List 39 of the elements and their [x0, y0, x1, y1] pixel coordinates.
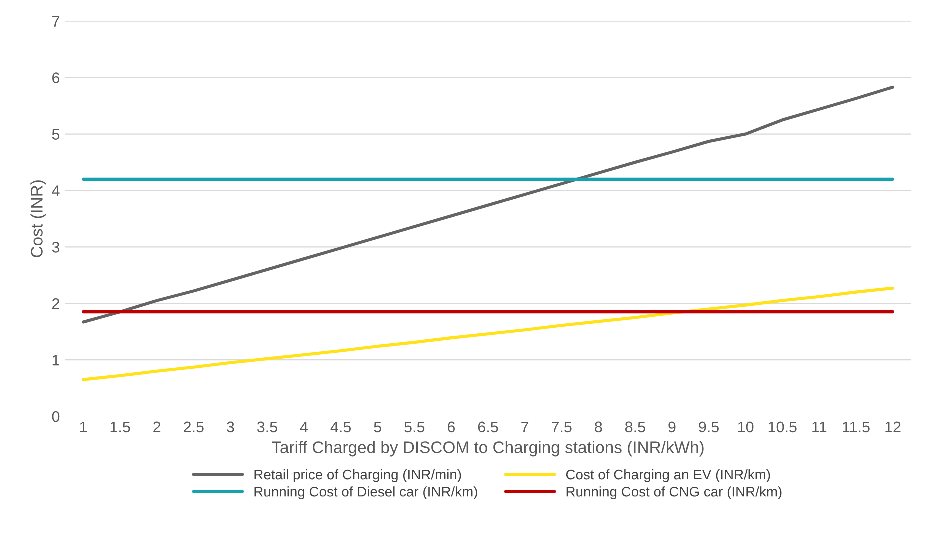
line-series [82, 86, 895, 324]
y-tick-label: 7 [52, 16, 60, 27]
legend-label: Cost of Charging an EV (INR/km) [566, 469, 770, 482]
x-tick-label: 12 [886, 422, 901, 432]
x-tick-label: 6 [448, 422, 456, 433]
legend-label: Running Cost of CNG car (INR/km) [566, 486, 782, 500]
x-tick-label: 4 [300, 422, 308, 432]
x-tick-label: 3.5 [257, 422, 278, 433]
x-tick-label: 11.5 [843, 422, 870, 433]
legend-label: Retail price of Charging (INR/min) [254, 469, 462, 482]
x-tick-label: 11 [812, 422, 827, 432]
x-tick-label: 10 [738, 422, 754, 433]
x-tick-label: 4.5 [330, 422, 352, 433]
x-tick-label: 3 [227, 422, 234, 433]
y-tick-label: 4 [52, 186, 60, 196]
x-tick-label: 6.5 [478, 422, 498, 433]
x-tick-label: 9 [668, 422, 676, 433]
x-tick-label: 2.5 [184, 422, 204, 433]
x-tick-label: 2 [154, 422, 161, 432]
y-tick-label: 1 [52, 355, 60, 366]
x-tick-label: 1 [80, 422, 87, 432]
y-axis-title: Cost (INR) [30, 180, 46, 258]
x-tick-label: 5 [374, 422, 382, 433]
x-tick-label: 1.5 [110, 422, 130, 433]
x-tick-label: 5.5 [404, 422, 425, 433]
y-tick-label: 3 [52, 242, 60, 253]
x-tick-label: 10.5 [768, 422, 797, 433]
legend-label: Running Cost of Diesel car (INR/km) [254, 486, 478, 500]
x-tick-label: 8.5 [625, 422, 646, 433]
x-tick-label: 7.5 [552, 422, 572, 433]
line-series [82, 286, 895, 382]
x-tick-label: 8 [595, 422, 602, 433]
y-tick-label: 0 [52, 411, 60, 422]
y-tick-label: 6 [52, 72, 60, 84]
x-axis-title: Tariff Charged by DISCOM to Charging stations (INR/kWh) [272, 441, 704, 457]
y-tick-label: 5 [52, 129, 60, 140]
y-tick-label: 2 [52, 298, 60, 310]
x-tick-label: 9.5 [699, 422, 720, 433]
x-tick-label: 7 [522, 422, 529, 432]
